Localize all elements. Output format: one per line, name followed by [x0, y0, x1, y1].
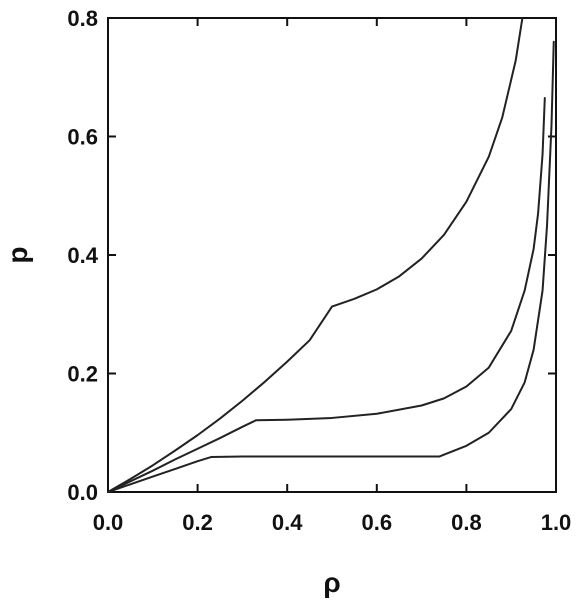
- x-axis: 0.0 0.2 0.4 0.6 0.8 1.0: [93, 18, 572, 535]
- series-group: [107, 17, 555, 493]
- y-tick-label-0: 0.0: [67, 480, 98, 505]
- x-tick-label-5: 1.0: [541, 510, 572, 535]
- y-axis-label: p: [2, 246, 33, 263]
- y-tick-label-4: 0.8: [67, 6, 98, 31]
- x-tick-label-3: 0.6: [362, 510, 393, 535]
- y-axis: 0.0 0.2 0.4 0.6 0.8: [67, 6, 556, 505]
- plot-frame: [107, 17, 557, 493]
- series-line-3: [107, 40, 555, 493]
- y-tick-label-1: 0.2: [67, 362, 98, 387]
- y-tick-label-2: 0.4: [67, 243, 98, 268]
- x-axis-label: ρ: [323, 567, 340, 598]
- x-tick-label-2: 0.4: [272, 510, 303, 535]
- x-tick-label-0: 0.0: [93, 510, 124, 535]
- x-tick-label-4: 0.8: [451, 510, 482, 535]
- x-tick-label-1: 0.2: [182, 510, 213, 535]
- series-line-2: [107, 96, 546, 493]
- y-tick-label-3: 0.6: [67, 125, 98, 150]
- series-line-1: [107, 17, 524, 493]
